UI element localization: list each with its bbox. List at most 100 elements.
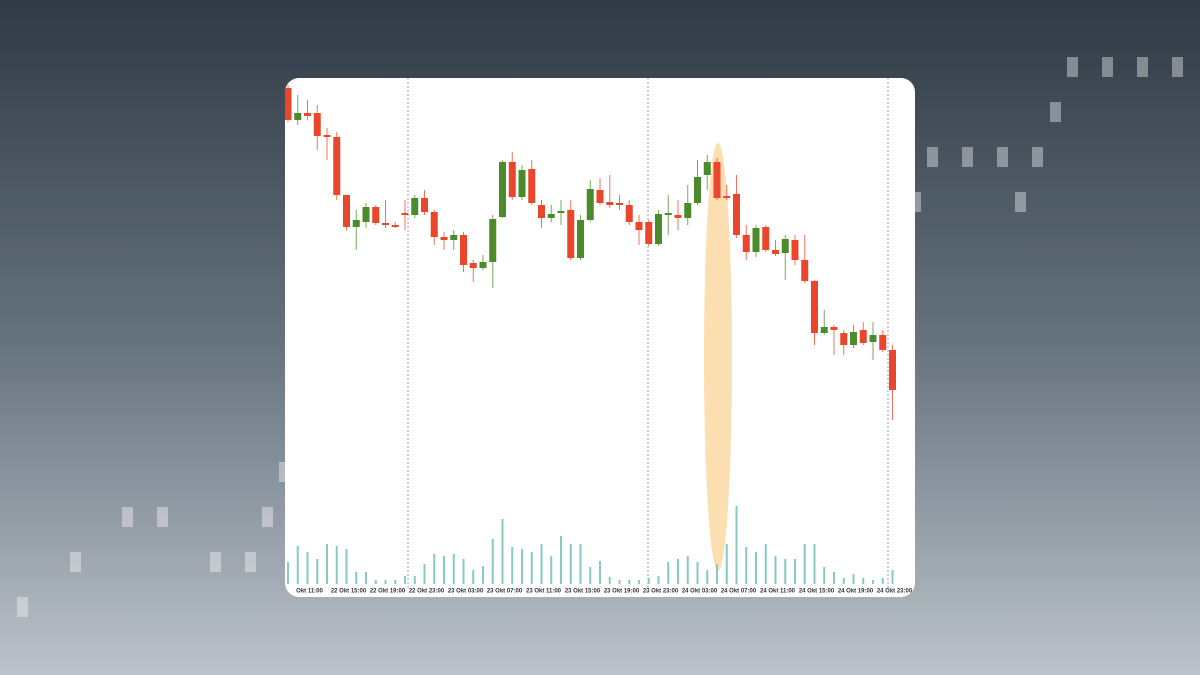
candle-body: [313, 113, 321, 136]
x-tick-label: 23 Okt 07:00: [487, 589, 523, 595]
volume-bar: [443, 556, 445, 584]
volume-bar: [862, 578, 865, 584]
volume-bar: [667, 562, 670, 584]
volume-bar: [433, 554, 436, 584]
x-tick-label: 23 Okt 03:00: [448, 589, 484, 595]
volume-bar: [335, 546, 338, 584]
candle-body: [684, 203, 692, 218]
candle-body: [430, 212, 438, 237]
volume-bar: [716, 564, 718, 584]
candle-body: [372, 207, 380, 223]
volume-bar: [852, 574, 855, 584]
volume-bar: [345, 549, 348, 584]
volume-bar: [560, 536, 562, 584]
volume-bar: [686, 556, 689, 584]
volume-bar: [404, 576, 406, 584]
x-tick-label: 23 Okt 15:00: [565, 589, 601, 595]
candle-body: [752, 228, 760, 252]
volume-bar: [628, 580, 631, 584]
candle-body: [850, 332, 857, 345]
candle-body: [352, 220, 360, 227]
volume-bar: [725, 544, 728, 584]
x-tick-label: 23 Okt 19:00: [604, 589, 640, 595]
volume-bar: [306, 552, 309, 584]
candle-body: [304, 113, 311, 116]
candle-body: [343, 195, 350, 227]
x-tick-label: 24 Okt 19:00: [838, 589, 874, 595]
volume-bar: [735, 506, 738, 584]
volume-bar: [550, 556, 553, 584]
candle-body: [440, 237, 448, 240]
candle-body: [820, 327, 828, 333]
candle-body: [577, 220, 584, 258]
candle-body: [616, 203, 623, 205]
candle-body: [567, 210, 575, 258]
volume-bar: [891, 570, 894, 584]
candle-body: [869, 335, 877, 342]
candle-body: [703, 162, 711, 175]
volume-bar: [657, 576, 660, 584]
volume-bar: [764, 544, 767, 584]
volume-bar: [462, 559, 465, 584]
volume-bar: [842, 578, 845, 584]
candle-body: [889, 350, 896, 390]
volume-bar: [394, 580, 397, 584]
volume-bar: [540, 544, 543, 584]
candle-body: [294, 113, 302, 120]
candle-body: [450, 235, 458, 240]
volume-bar: [813, 544, 816, 584]
chart-card: [285, 78, 915, 597]
candle-body: [723, 196, 731, 198]
volume-bar: [355, 572, 358, 584]
candle-body: [879, 335, 887, 350]
candle-body: [508, 162, 516, 197]
volume-bar: [608, 577, 611, 584]
volume-bar: [521, 549, 523, 584]
volume-bar: [677, 559, 679, 584]
volume-bar: [823, 567, 826, 584]
volume-bar: [326, 544, 328, 584]
candle-body: [733, 194, 740, 235]
volume-bar: [881, 578, 884, 584]
volume-bar: [618, 580, 621, 584]
candle-body: [333, 137, 341, 195]
volume-bar: [589, 567, 592, 584]
candle-body: [742, 235, 750, 252]
volume-bar: [482, 566, 484, 584]
candle-body: [772, 250, 779, 254]
volume-bar: [472, 570, 475, 584]
candle-body: [460, 235, 467, 265]
candle-body: [762, 227, 770, 250]
candle-body: [557, 211, 565, 213]
candle-body: [840, 333, 848, 345]
volume-bar: [833, 572, 835, 584]
volume-bar: [803, 544, 806, 584]
volume-bar: [296, 546, 299, 584]
candle-body: [606, 202, 614, 205]
volume-bar: [569, 544, 572, 584]
volume-bar: [530, 552, 533, 584]
candle-body: [645, 222, 653, 244]
candle-body: [625, 205, 633, 222]
x-tick-label: 23 Okt 11:00: [526, 589, 562, 595]
candle-body: [547, 214, 555, 218]
candle-body: [538, 205, 545, 218]
volume-bar: [579, 544, 582, 584]
volume-bar: [413, 576, 416, 584]
candle-body: [391, 225, 399, 227]
x-tick-label: 23 Okt 23:00: [643, 589, 679, 595]
candle-body: [401, 213, 409, 215]
x-tick-label: 24 Okt 15:00: [799, 589, 835, 595]
volume-bar: [872, 580, 874, 584]
plot: Okt 11:00 22 Okt 15:00 22 Okt 19:00 22 Okt …: [285, 78, 913, 595]
decor: [17, 57, 1183, 617]
candle-body: [791, 240, 799, 260]
candle-body: [830, 327, 838, 330]
x-tick-label: 24 Okt 23:00: [877, 589, 913, 595]
volume-bar: [287, 562, 289, 584]
candle-body: [596, 190, 604, 203]
volume-bar: [794, 559, 796, 584]
volume-bar: [774, 556, 777, 584]
